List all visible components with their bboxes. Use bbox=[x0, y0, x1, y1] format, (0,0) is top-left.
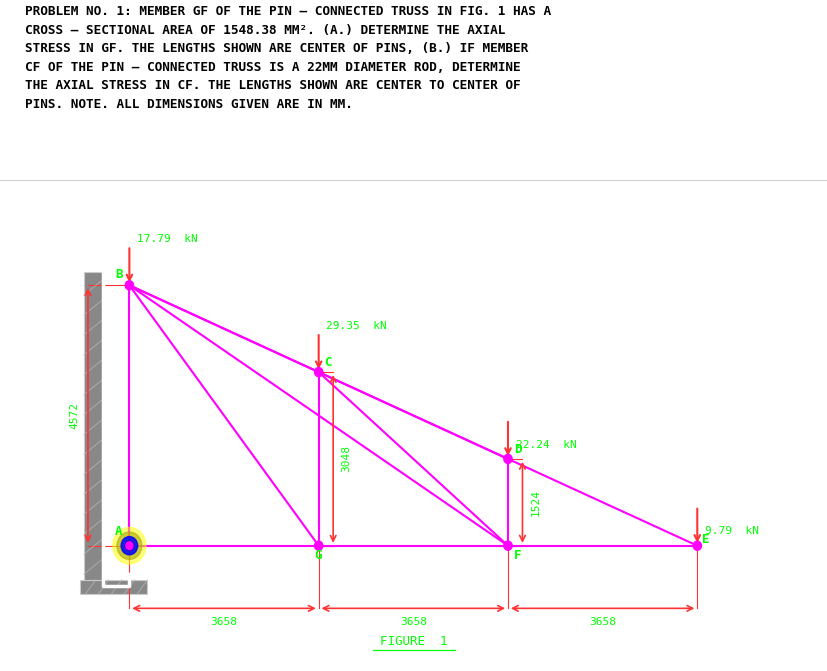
Text: F: F bbox=[513, 549, 520, 562]
Text: FIGURE  1: FIGURE 1 bbox=[379, 635, 447, 648]
Circle shape bbox=[692, 541, 700, 550]
Text: 1524: 1524 bbox=[530, 488, 540, 516]
Text: 29.35  kN: 29.35 kN bbox=[326, 321, 387, 331]
Text: PROBLEM NO. 1: MEMBER GF OF THE PIN – CONNECTED TRUSS IN FIG. 1 HAS A
CROSS – SE: PROBLEM NO. 1: MEMBER GF OF THE PIN – CO… bbox=[25, 5, 550, 111]
Circle shape bbox=[126, 541, 133, 550]
Circle shape bbox=[117, 532, 141, 560]
Text: E: E bbox=[701, 533, 709, 546]
Text: 3658: 3658 bbox=[399, 617, 426, 627]
Circle shape bbox=[112, 527, 146, 564]
Text: G: G bbox=[314, 549, 322, 562]
Circle shape bbox=[125, 541, 133, 550]
Text: C: C bbox=[324, 356, 332, 369]
Bar bbox=[80, 580, 147, 594]
Text: 3658: 3658 bbox=[210, 617, 237, 627]
Text: 22.24  kN: 22.24 kN bbox=[515, 440, 576, 450]
Text: 3048: 3048 bbox=[341, 446, 351, 472]
Text: A: A bbox=[115, 525, 122, 538]
Circle shape bbox=[503, 541, 511, 550]
Circle shape bbox=[503, 454, 511, 464]
Circle shape bbox=[121, 537, 137, 555]
Text: B: B bbox=[115, 268, 122, 281]
Circle shape bbox=[314, 368, 323, 376]
Circle shape bbox=[314, 541, 323, 550]
Bar bbox=[84, 272, 103, 586]
Text: 9.79  kN: 9.79 kN bbox=[705, 526, 758, 536]
Text: 3658: 3658 bbox=[589, 617, 615, 627]
Circle shape bbox=[125, 280, 133, 290]
Text: 4572: 4572 bbox=[69, 402, 79, 429]
Text: D: D bbox=[513, 443, 520, 456]
Text: 17.79  kN: 17.79 kN bbox=[137, 234, 198, 244]
